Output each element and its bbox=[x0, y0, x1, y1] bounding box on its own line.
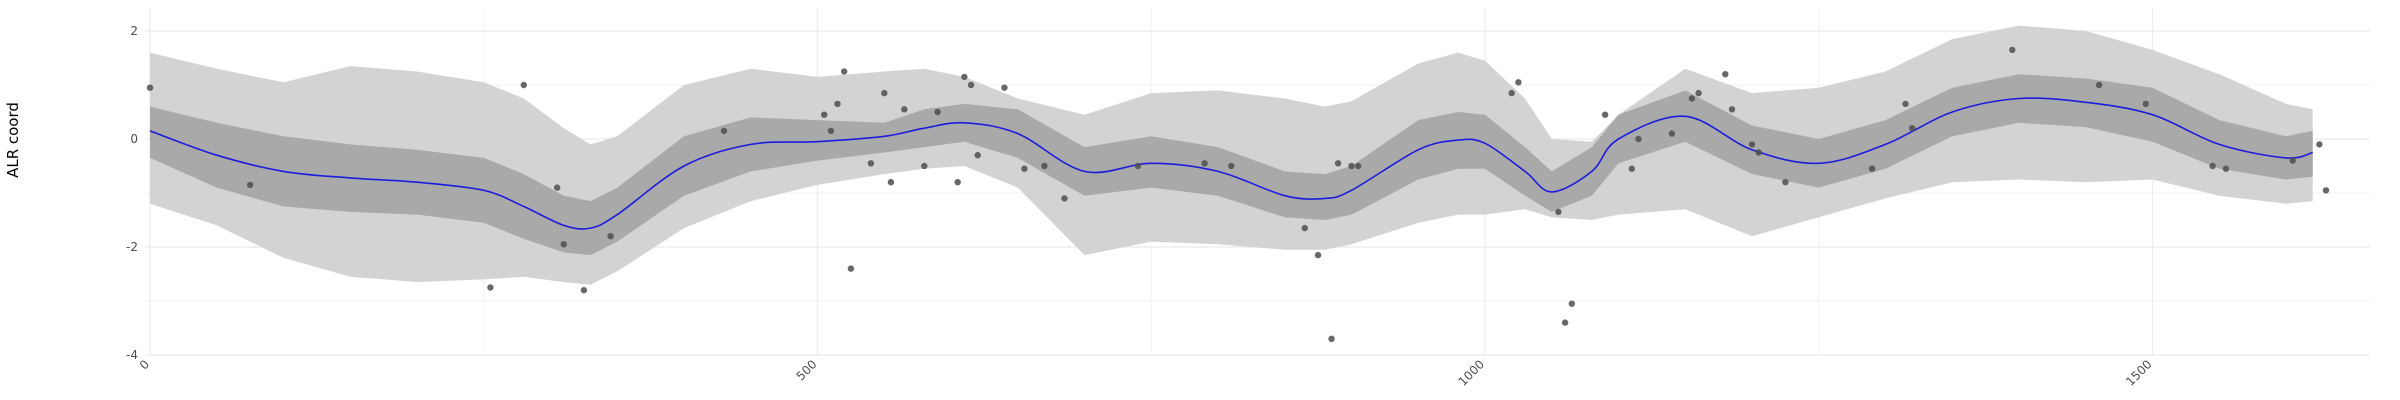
data-point bbox=[1021, 165, 1028, 172]
data-point bbox=[2142, 100, 2149, 108]
data-point bbox=[1782, 179, 1789, 186]
data-point bbox=[1334, 160, 1342, 167]
x-tick-label: 0 bbox=[137, 357, 152, 372]
data-point bbox=[1748, 141, 1756, 148]
fitted-smooth-line bbox=[149, 97, 2313, 230]
data-point bbox=[967, 81, 975, 89]
data-point bbox=[580, 287, 588, 294]
data-point bbox=[1061, 195, 1068, 202]
data-point bbox=[2316, 141, 2323, 148]
y-axis-tick-labels: -4 -2 0 2 bbox=[126, 24, 138, 362]
data-point bbox=[841, 68, 848, 75]
data-point bbox=[1902, 100, 1909, 108]
data-points bbox=[146, 46, 2330, 342]
data-point bbox=[2095, 81, 2103, 89]
data-point bbox=[1348, 162, 1355, 170]
data-point bbox=[867, 160, 875, 167]
data-point bbox=[1635, 135, 1642, 143]
data-point bbox=[2289, 157, 2296, 164]
y-tick-label: 2 bbox=[130, 24, 138, 38]
data-point bbox=[1134, 162, 1142, 170]
data-point bbox=[1755, 149, 1762, 156]
data-point bbox=[834, 100, 841, 108]
data-point bbox=[974, 152, 981, 159]
data-point bbox=[1228, 162, 1235, 170]
y-tick-label: 0 bbox=[130, 132, 138, 146]
data-point bbox=[934, 108, 941, 116]
data-point bbox=[1201, 160, 1208, 167]
data-point bbox=[1041, 162, 1048, 170]
confidence-bands bbox=[150, 25, 2313, 285]
data-point bbox=[246, 181, 254, 189]
data-point bbox=[1728, 106, 1736, 113]
data-point bbox=[1515, 79, 1522, 86]
data-point bbox=[720, 127, 728, 135]
data-point bbox=[2222, 165, 2230, 172]
x-axis-tick-labels: 0 500 1000 1500 bbox=[137, 357, 2155, 388]
data-point bbox=[954, 179, 961, 186]
data-point bbox=[560, 241, 567, 248]
data-point bbox=[821, 111, 828, 118]
data-point bbox=[1695, 89, 1702, 97]
data-point bbox=[1688, 95, 1696, 102]
data-point bbox=[921, 162, 928, 170]
data-point bbox=[961, 73, 968, 81]
data-point bbox=[1355, 162, 1362, 170]
y-tick-label: -4 bbox=[126, 348, 138, 362]
data-point bbox=[1561, 319, 1569, 326]
data-point bbox=[520, 81, 527, 89]
data-point bbox=[1301, 224, 1309, 232]
data-point bbox=[1868, 165, 1876, 172]
data-point bbox=[607, 233, 614, 240]
y-tick-label: -2 bbox=[126, 240, 138, 254]
data-point bbox=[887, 179, 895, 186]
data-point bbox=[1668, 130, 1676, 137]
data-point bbox=[1555, 208, 1562, 216]
data-point bbox=[1601, 111, 1609, 118]
data-point bbox=[1314, 251, 1322, 259]
data-point bbox=[881, 89, 888, 97]
data-point bbox=[487, 284, 494, 291]
x-tick-label: 500 bbox=[794, 357, 820, 383]
data-point bbox=[1508, 89, 1515, 97]
data-point bbox=[901, 106, 908, 113]
y-axis-title: ALR coord bbox=[4, 102, 22, 178]
data-point bbox=[554, 184, 561, 191]
data-point bbox=[1328, 335, 1335, 342]
x-tick-label: 1000 bbox=[1456, 357, 1487, 388]
data-point bbox=[146, 84, 154, 91]
x-tick-label: 1500 bbox=[2123, 357, 2154, 388]
data-point bbox=[1909, 125, 1916, 132]
data-point bbox=[827, 127, 835, 135]
data-point bbox=[1001, 84, 1008, 91]
data-point bbox=[2322, 187, 2330, 194]
smooth-lines bbox=[149, 97, 2313, 230]
data-point bbox=[2009, 46, 2016, 54]
data-point bbox=[1628, 165, 1636, 172]
data-point bbox=[2209, 162, 2216, 170]
data-point bbox=[847, 265, 855, 272]
data-point bbox=[1568, 300, 1576, 307]
data-point bbox=[1722, 71, 1729, 78]
